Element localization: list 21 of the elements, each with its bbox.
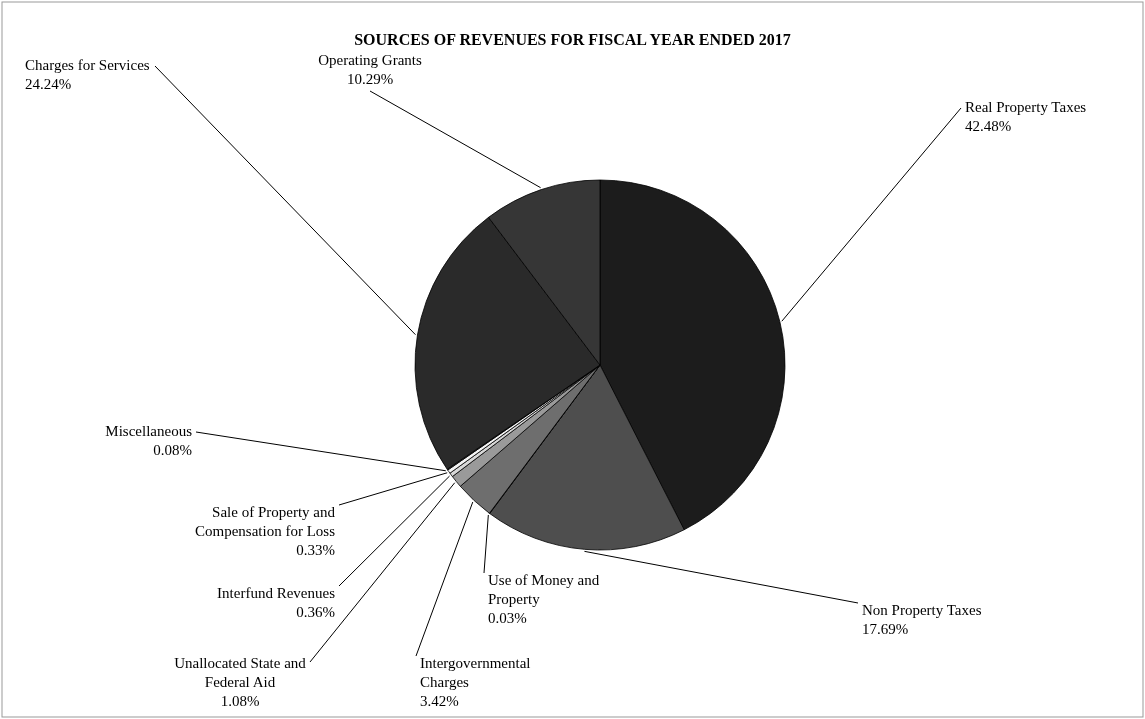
slice-label: Real Property Taxes: [965, 99, 1087, 115]
slice-label: Miscellaneous: [105, 423, 193, 439]
data-label: 24.24%: [25, 76, 72, 92]
data-label: 0.36%: [296, 604, 335, 620]
data-label: 17.69%: [862, 621, 909, 637]
data-label: 42.48%: [965, 118, 1012, 134]
slice-label: Interfund Revenues: [217, 585, 336, 601]
data-label: 0.08%: [153, 442, 192, 458]
slice-label: Sale of Property and Compensation for Loss: [195, 504, 336, 539]
data-label: 0.03%: [488, 610, 527, 626]
slice-label: Intergovernmental Charges: [420, 655, 531, 690]
data-label: 1.08%: [220, 693, 260, 709]
data-label: 0.33%: [296, 542, 335, 558]
slice-label: Operating Grants: [318, 52, 423, 68]
slice-label: Charges for Services: [25, 57, 150, 73]
data-label: 10.29%: [346, 71, 394, 87]
slice-label: Non Property Taxes: [862, 602, 982, 618]
slice-label: Use of Money and Property: [488, 572, 600, 607]
slice-label: Unallocated State and Federal Aid: [174, 655, 307, 690]
data-label: 3.42%: [420, 693, 459, 709]
chart-title: SOURCES OF REVENUES FOR FISCAL YEAR ENDED 2017: [354, 31, 791, 48]
